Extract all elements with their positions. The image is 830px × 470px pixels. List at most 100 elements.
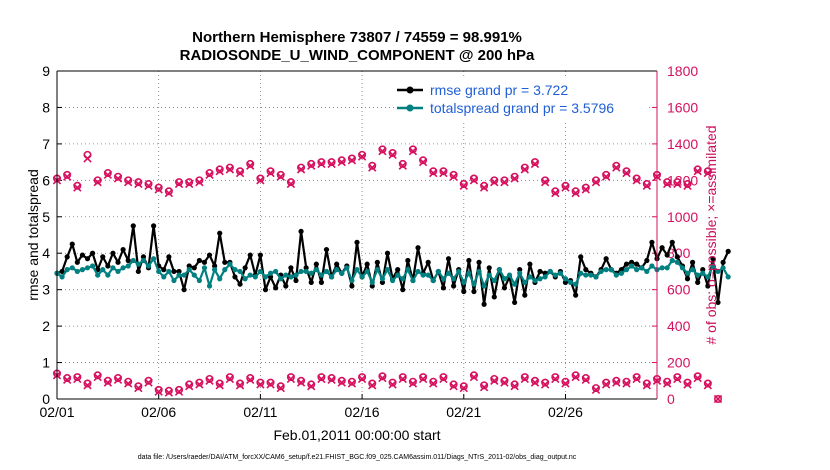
obs-count-low-assimilated-marker (500, 378, 509, 387)
spread-series-point (227, 261, 233, 267)
obs-count-low-possible-marker (398, 373, 407, 382)
spread-series-point (613, 272, 619, 278)
rmse-series-point (181, 287, 187, 293)
spread-series-point (74, 268, 80, 275)
obs-count-low-possible-marker (164, 386, 173, 395)
legend-box (394, 78, 646, 120)
spread-series-point (547, 268, 553, 275)
rmse-series-point (369, 283, 375, 289)
spread-series-point (308, 270, 314, 276)
obs-count-high-possible-marker (276, 170, 285, 179)
obs-count-high-assimilated-marker (449, 172, 458, 181)
spread-series-point (669, 257, 675, 264)
obs-count-low-possible-marker (429, 377, 438, 386)
obs-count-low-possible-marker (246, 374, 255, 383)
spread-series-point (491, 277, 497, 284)
obs-count-low-possible-marker (185, 380, 194, 389)
y-left-tick-label: 7 (42, 136, 50, 152)
spread-series-point (634, 267, 640, 273)
obs-count-low-possible-marker (581, 374, 590, 383)
rmse-series-point (257, 252, 263, 258)
obs-count-high-assimilated-marker (540, 177, 550, 187)
obs-count-high-possible-marker (307, 159, 316, 168)
obs-count-high-possible-marker (500, 176, 509, 185)
data-file-footnote: data file: /Users/raeder/DAI/ATM_forcXX/… (138, 454, 577, 461)
obs-count-high-possible-marker (429, 167, 438, 176)
rmse-series-point (212, 263, 218, 269)
rmse-series-point (59, 268, 65, 275)
y-left-tick-label: 8 (42, 99, 50, 115)
spread-series-point (456, 268, 462, 275)
obs-count-low-assimilated-marker (317, 374, 326, 384)
rmse-series-point (247, 252, 253, 258)
rmse-series-point (664, 252, 670, 258)
obs-count-high-possible-marker (703, 167, 712, 176)
obs-count-low-assimilated-marker (195, 380, 204, 389)
obs-count-high-possible-marker (195, 176, 204, 185)
y-left-tick-label: 6 (42, 172, 50, 188)
obs-count-low-possible-marker (500, 376, 509, 385)
obs-count-low-possible-marker (530, 376, 539, 385)
rmse-series-point (293, 277, 299, 284)
obs-count-high-possible-marker (419, 156, 428, 165)
spread-series-point (471, 281, 477, 287)
rmse-series-point (634, 261, 640, 267)
obs-count-low-possible-marker (490, 374, 499, 383)
obs-count-high-assimilated-marker (73, 183, 82, 192)
obs-count-high-possible-marker (612, 161, 621, 170)
rmse-series-point (720, 259, 726, 265)
obs-count-high-assimilated-marker (490, 177, 499, 187)
rmse-series-point (471, 288, 477, 295)
spread-series-point (435, 268, 441, 275)
rmse-series-point (120, 246, 126, 253)
spread-series-point (64, 267, 70, 273)
rmse-series-point (466, 257, 472, 264)
obs-count-low-possible-marker (134, 382, 143, 391)
obs-count-low-assimilated-marker (713, 394, 723, 404)
y-left-tick-label: 1 (42, 355, 50, 371)
rmse-series-point (100, 254, 106, 260)
obs-count-low-assimilated-marker (83, 381, 92, 390)
obs-count-low-possible-marker (236, 379, 245, 388)
obs-count-high-possible-marker (459, 179, 468, 188)
spread-series-point (384, 267, 391, 273)
rmse-series-point (334, 261, 340, 267)
rmse-series-point (689, 259, 696, 265)
spread-series-point (649, 263, 655, 269)
spread-series-point (105, 272, 111, 278)
y-right-tick-label: 400 (667, 318, 691, 334)
obs-count-high-assimilated-marker (174, 179, 184, 189)
rmse-series-point (110, 250, 116, 256)
obs-count-high-possible-marker (368, 161, 377, 170)
obs-count-high-assimilated-marker (622, 168, 631, 178)
obs-count-low-assimilated-marker (429, 379, 438, 388)
spread-series-point (222, 267, 228, 273)
obs-count-low-possible-marker (205, 374, 214, 383)
rmse-series-point (206, 252, 213, 258)
obs-count-low-possible-marker (622, 377, 631, 386)
rmse-series-point (527, 261, 533, 267)
spread-series-point (425, 272, 431, 278)
obs-count-low-possible-marker (683, 378, 692, 387)
obs-count-low-possible-marker (642, 379, 651, 388)
spread-series-point (303, 268, 309, 275)
spread-series-point (410, 277, 416, 284)
rmse-series-point (395, 267, 401, 273)
spread-series-point (664, 265, 670, 271)
obs-count-low-assimilated-marker (408, 379, 418, 388)
obs-count-high-possible-marker (683, 179, 692, 188)
obs-count-high-possible-marker (551, 187, 560, 196)
obs-count-high-possible-marker (530, 158, 539, 167)
rmse-series-point (171, 268, 177, 275)
spread-series-point (206, 283, 213, 289)
obs-count-low-assimilated-marker (276, 383, 285, 393)
spread-series-point (69, 265, 75, 271)
spread-series-point (598, 268, 604, 275)
rmse-series-point (537, 268, 543, 275)
obs-count-low-assimilated-marker (673, 374, 682, 384)
obs-count-low-assimilated-marker (296, 378, 306, 387)
spread-series-point (288, 274, 294, 280)
spread-series-point (512, 281, 518, 287)
spread-series-point (705, 274, 711, 280)
x-tick-label: 02/06 (141, 404, 176, 420)
